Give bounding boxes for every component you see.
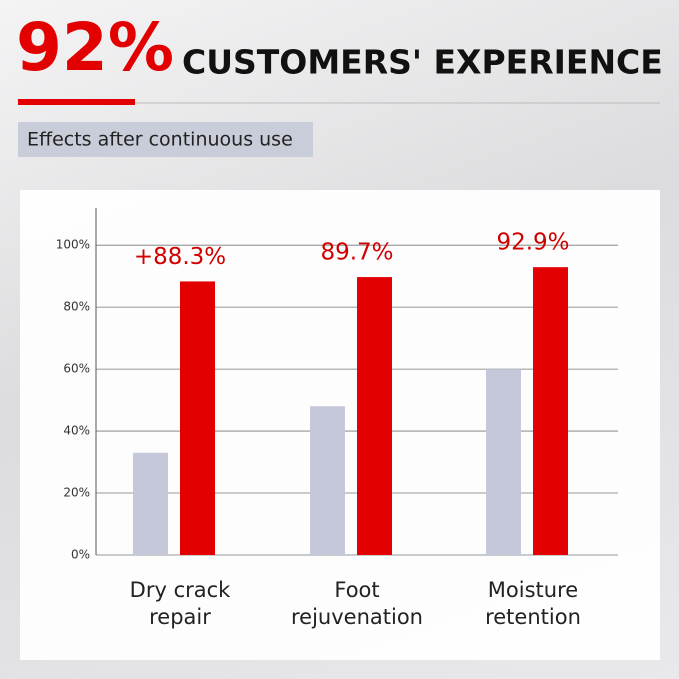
subtitle: Effects after continuous use [27, 129, 293, 151]
bar [533, 267, 568, 555]
bar [133, 452, 168, 555]
x-tick-label: Foot rejuvenation [291, 578, 423, 629]
y-tick-label: 40% [63, 424, 90, 438]
chart-title: CUSTOMERS' EXPERIENCE [182, 43, 663, 82]
y-tick-label: 60% [63, 362, 90, 376]
bar [486, 369, 521, 555]
value-label: 89.7% [320, 240, 393, 266]
bar [357, 277, 392, 555]
subtitle-box [18, 122, 313, 157]
value-label: +88.3% [134, 244, 226, 270]
x-tick-label: Dry crack repair [129, 578, 231, 629]
y-tick-label: 100% [56, 238, 90, 252]
y-tick-label: 80% [63, 300, 90, 314]
headline: 92% [16, 9, 174, 86]
title-accent [18, 99, 135, 105]
bar [310, 406, 345, 555]
y-tick-label: 20% [63, 486, 90, 500]
x-tick-label: Moisture retention [485, 578, 581, 629]
y-tick-label: 0% [71, 548, 90, 562]
bar [180, 281, 215, 555]
value-label: 92.9% [496, 230, 569, 256]
